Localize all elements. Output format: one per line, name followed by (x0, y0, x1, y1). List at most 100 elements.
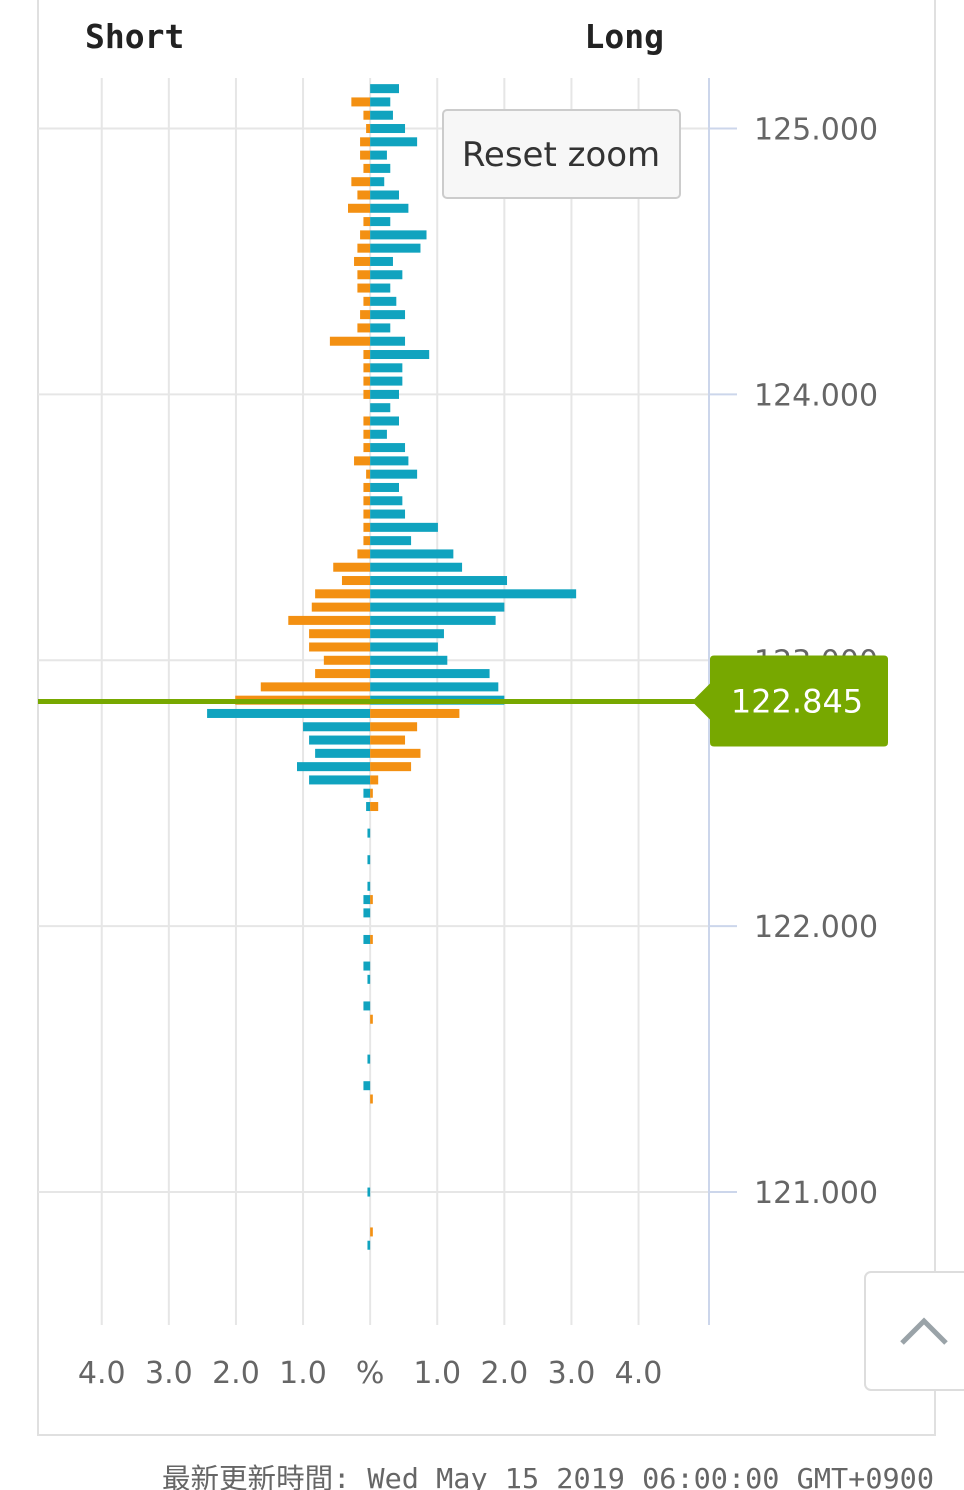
overlay: 122.845 (38, 655, 888, 747)
bar (363, 908, 371, 918)
bar (309, 735, 371, 745)
bar (363, 1081, 371, 1091)
bar (370, 1227, 373, 1237)
bar (370, 389, 399, 399)
current-price-label: 122.845 (731, 683, 863, 721)
bar (363, 350, 371, 360)
bar (363, 296, 371, 306)
bar (370, 589, 577, 599)
bar (370, 230, 427, 240)
reset-zoom-label[interactable]: Reset zoom (462, 135, 660, 175)
bar (370, 629, 444, 639)
bar (370, 190, 399, 200)
bar (309, 775, 371, 785)
bar (360, 310, 371, 320)
bar (354, 256, 371, 266)
bar (370, 256, 393, 266)
x-tick-label: % (356, 1356, 385, 1391)
bar (370, 310, 406, 320)
bar (370, 429, 387, 439)
bar (370, 137, 418, 147)
bar (303, 722, 371, 732)
bar (366, 124, 371, 134)
x-tick-label: 2.0 (212, 1356, 260, 1391)
reset-zoom-button[interactable] (442, 109, 681, 199)
bar (357, 270, 371, 280)
bar (297, 762, 371, 772)
bar (370, 403, 391, 413)
bar (370, 336, 406, 346)
bar (370, 443, 406, 453)
bar (363, 1001, 371, 1011)
bar (370, 203, 409, 213)
bar (370, 1094, 373, 1104)
x-tick-label: 3.0 (548, 1356, 596, 1391)
bar (370, 748, 421, 758)
bar (357, 243, 371, 253)
bar (357, 549, 371, 559)
x-tick-label: 1.0 (279, 1356, 327, 1391)
bar (315, 589, 371, 599)
bar (370, 722, 418, 732)
bar (363, 416, 371, 426)
bar (370, 775, 379, 785)
bar (370, 536, 412, 546)
bar (370, 496, 403, 506)
y-tick-label: 124.000 (754, 378, 878, 413)
bar (333, 562, 371, 572)
x-tick-label: 3.0 (145, 1356, 193, 1391)
bar (370, 363, 403, 373)
bar (370, 124, 406, 134)
bar (341, 576, 371, 586)
bar (360, 150, 371, 160)
bar (207, 708, 371, 718)
bar (370, 110, 393, 120)
x-tick-label: 2.0 (480, 1356, 528, 1391)
bar (363, 961, 371, 971)
bar (323, 655, 371, 665)
bar (370, 934, 373, 944)
bar (354, 456, 371, 466)
bar (370, 802, 379, 812)
bar (370, 895, 373, 905)
bar (363, 389, 371, 399)
footer-timestamp: 最新更新時間: Wed May 15 2019 06:00:00 GMT+090… (162, 1462, 934, 1490)
y-tick-label: 122.000 (754, 910, 878, 945)
bar (370, 283, 391, 293)
bar (370, 84, 399, 94)
bar (363, 536, 371, 546)
x-tick-label: 1.0 (413, 1356, 461, 1391)
current-price-badge (692, 655, 888, 747)
bar (370, 1014, 373, 1024)
bar (363, 788, 371, 798)
bar (370, 576, 508, 586)
bar (357, 190, 371, 200)
right-title: Long (585, 17, 664, 56)
bar (367, 1187, 371, 1197)
bar (363, 443, 371, 453)
bar (363, 934, 371, 944)
scroll-top-icon (900, 1317, 948, 1345)
bar (315, 669, 371, 679)
bar (360, 230, 371, 240)
bar (363, 363, 371, 373)
bar (351, 97, 371, 107)
bar (370, 243, 421, 253)
bar (260, 682, 371, 692)
bar (370, 669, 490, 679)
bar (366, 469, 371, 479)
x-tick-label: 4.0 (615, 1356, 663, 1391)
bar (370, 416, 399, 426)
bar (367, 828, 371, 838)
bar (363, 376, 371, 386)
bar (370, 163, 391, 173)
y-tick-label: 125.000 (754, 113, 878, 148)
bar (363, 163, 371, 173)
bar (367, 855, 371, 865)
bar (367, 974, 371, 984)
bar (367, 1240, 371, 1250)
bar (370, 735, 406, 745)
bar (363, 482, 371, 492)
bar (370, 482, 399, 492)
